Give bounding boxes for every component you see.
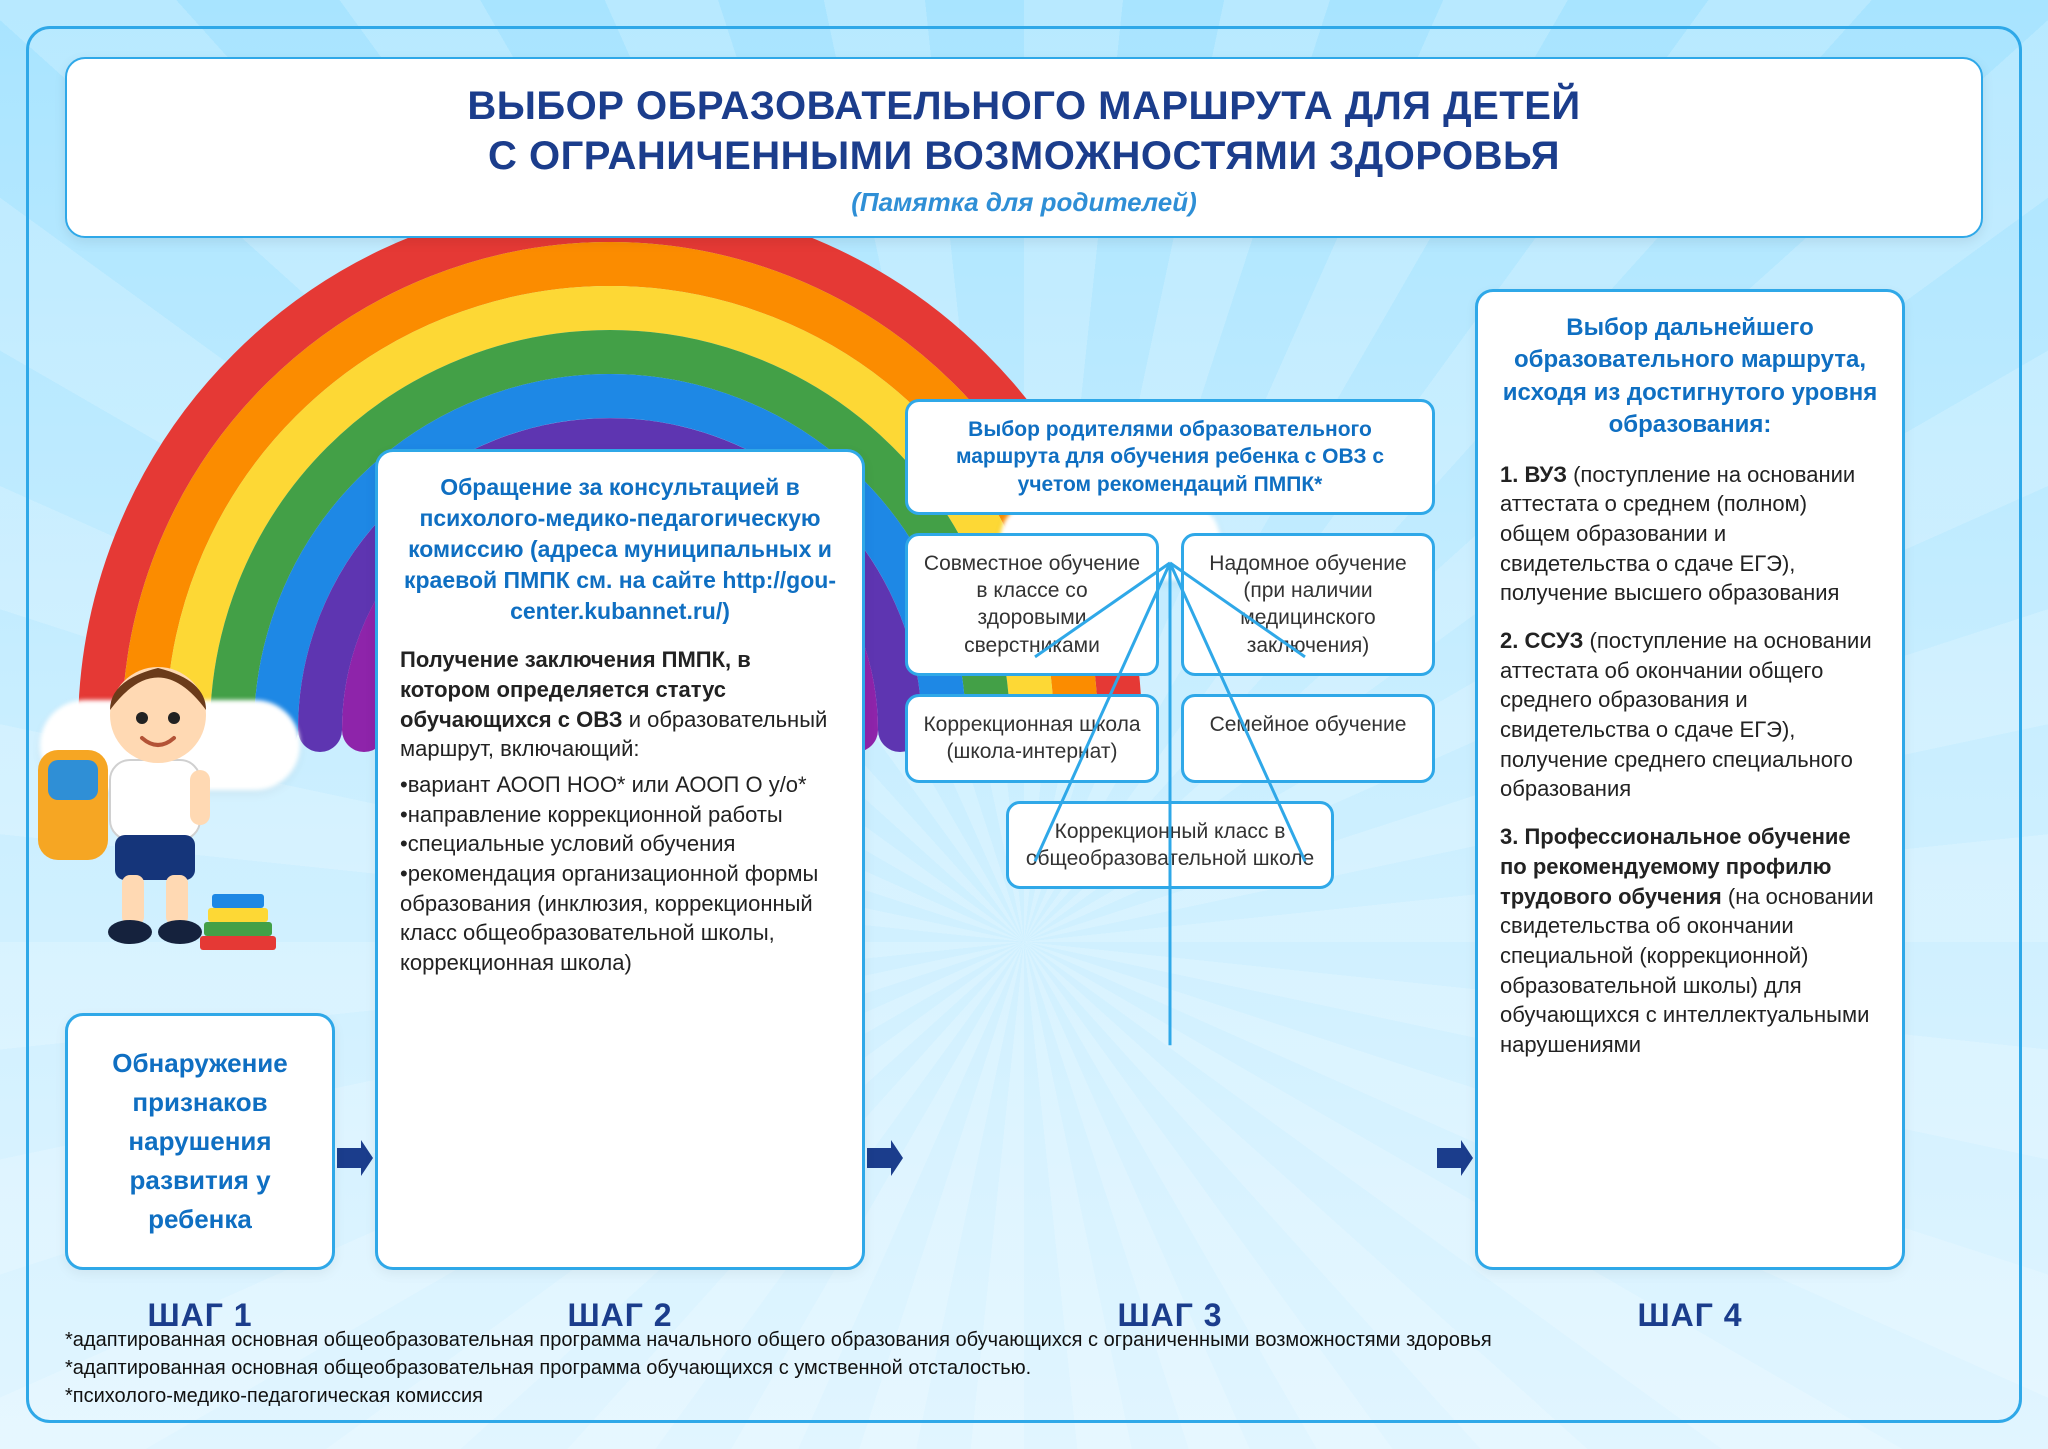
step3-option: Коррекционный класс в общеобразовательно… bbox=[1006, 801, 1335, 890]
step2-bullet: •специальные условий обучения bbox=[400, 829, 840, 859]
arrow-2-icon bbox=[865, 289, 905, 1270]
step4-heading: Выбор дальнейшего образовательного маршр… bbox=[1500, 312, 1880, 442]
step3-head-card: Выбор родителями образовательного маршру… bbox=[905, 399, 1435, 515]
step4-item-rest: (поступление на основании аттестата об о… bbox=[1500, 628, 1872, 801]
step2-column: Обращение за консультацией в психолого-м… bbox=[375, 289, 865, 1270]
step4-item: 2. ССУЗ (поступление на основании аттест… bbox=[1500, 626, 1880, 804]
step3-option: Надомное обучение (при наличии медицинск… bbox=[1181, 533, 1435, 676]
step4-card: Выбор дальнейшего образовательного маршр… bbox=[1475, 289, 1905, 1270]
step3-options-grid: Совместное обучение в классе со здоровым… bbox=[905, 533, 1435, 783]
step2-card: Обращение за консультацией в психолого-м… bbox=[375, 449, 865, 1270]
arrow-3-icon bbox=[1435, 289, 1475, 1270]
arrow-1-icon bbox=[335, 289, 375, 1270]
step3-column: Выбор родителями образовательного маршру… bbox=[905, 289, 1435, 1270]
step3-option: Коррекционная школа (школа-интернат) bbox=[905, 694, 1159, 783]
step2-heading: Обращение за консультацией в психолого-м… bbox=[400, 472, 840, 627]
step2-body: Получение заключения ПМПК, в котором опр… bbox=[400, 645, 840, 764]
step4-item-lead: 1. ВУЗ bbox=[1500, 462, 1567, 487]
step2-bullet: •вариант АООП НОО* или АООП О у/о* bbox=[400, 770, 840, 800]
step3-option: Совместное обучение в классе со здоровым… bbox=[905, 533, 1159, 676]
step1-text: Обнаружение признаков нарушения развития… bbox=[112, 1048, 287, 1234]
step4-column: Выбор дальнейшего образовательного маршр… bbox=[1475, 289, 1905, 1270]
footnote: *адаптированная основная общеобразовател… bbox=[65, 1354, 1983, 1382]
step4-item-lead: 2. ССУЗ bbox=[1500, 628, 1583, 653]
step1-card: Обнаружение признаков нарушения развития… bbox=[65, 1013, 335, 1270]
step3-option: Семейное обучение bbox=[1181, 694, 1435, 783]
step3-bottom-row: Коррекционный класс в общеобразовательно… bbox=[905, 801, 1435, 890]
step3-heading: Выбор родителями образовательного маршру… bbox=[956, 418, 1384, 496]
page-title: ВЫБОР ОБРАЗОВАТЕЛЬНОГО МАРШРУТА ДЛЯ ДЕТЕ… bbox=[97, 81, 1951, 181]
title-line2: С ОГРАНИЧЕННЫМИ ВОЗМОЖНОСТЯМИ ЗДОРОВЬЯ bbox=[488, 134, 1560, 178]
step4-item-rest: (на основании свидетельства об окончании… bbox=[1500, 884, 1874, 1057]
steps-row: Обнаружение признаков нарушения развития… bbox=[65, 289, 1983, 1270]
footnote: *адаптированная основная общеобразовател… bbox=[65, 1326, 1983, 1354]
footnotes: *адаптированная основная общеобразовател… bbox=[65, 1326, 1983, 1410]
title-line1: ВЫБОР ОБРАЗОВАТЕЛЬНОГО МАРШРУТА ДЛЯ ДЕТЕ… bbox=[467, 84, 1580, 128]
header-card: ВЫБОР ОБРАЗОВАТЕЛЬНОГО МАРШРУТА ДЛЯ ДЕТЕ… bbox=[65, 57, 1983, 238]
step2-bullet: •рекомендация организационной формы обра… bbox=[400, 859, 840, 978]
step4-item: 3. Профессиональное обучение по рекоменд… bbox=[1500, 822, 1880, 1060]
step1-column: Обнаружение признаков нарушения развития… bbox=[65, 289, 335, 1270]
page-frame: ВЫБОР ОБРАЗОВАТЕЛЬНОГО МАРШРУТА ДЛЯ ДЕТЕ… bbox=[26, 26, 2022, 1423]
page-subtitle: (Памятка для родителей) bbox=[97, 187, 1951, 218]
step2-bullet: •направление коррекционной работы bbox=[400, 800, 840, 830]
footnote: *психолого-медико-педагогическая комисси… bbox=[65, 1382, 1983, 1410]
step4-item: 1. ВУЗ (поступление на основании аттеста… bbox=[1500, 460, 1880, 608]
